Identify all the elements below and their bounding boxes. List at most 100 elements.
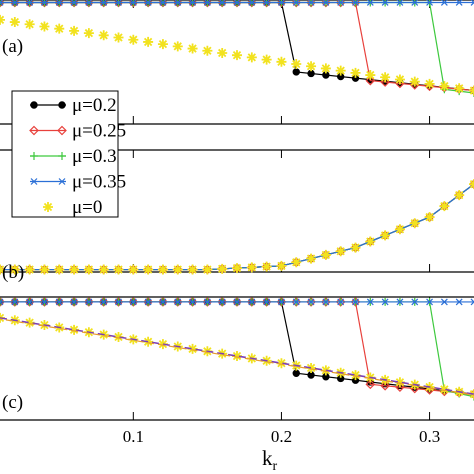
data-point: [26, 298, 34, 306]
data-point: [263, 0, 271, 6]
data-point: [350, 67, 361, 78]
data-point: [246, 262, 257, 273]
data-point: [0, 297, 5, 307]
data-point: [217, 263, 228, 274]
data-point: [24, 19, 35, 30]
data-point: [352, 0, 359, 6]
data-point: [202, 264, 213, 275]
data-point: [128, 264, 139, 275]
data-point: [30, 101, 38, 109]
data-point: [100, 298, 108, 306]
data-point: [58, 178, 66, 185]
data-point: [365, 236, 376, 247]
data-point: [320, 249, 331, 260]
data-point: [26, 0, 34, 6]
data-point: [172, 41, 183, 52]
data-point: [144, 0, 152, 6]
data-point: [83, 264, 94, 275]
data-point: [202, 45, 213, 56]
data-point: [263, 298, 271, 306]
data-point: [39, 21, 50, 32]
data-point: [54, 23, 65, 34]
data-point: [100, 0, 108, 6]
data-point: [24, 264, 35, 275]
data-point: [409, 76, 420, 87]
data-point: [57, 125, 67, 136]
data-point: [307, 0, 315, 6]
data-point: [128, 34, 139, 45]
data-point: [0, 14, 5, 25]
legend-label: μ=0.35: [72, 172, 126, 193]
data-point: [381, 298, 389, 306]
legend-item: μ=0.3: [30, 146, 117, 167]
data-point: [352, 298, 359, 306]
x-axis-title-main: k: [262, 446, 273, 470]
data-point: [380, 380, 390, 391]
panel-b: [0, 149, 474, 275]
data-point: [350, 242, 361, 253]
data-point: [85, 298, 93, 306]
data-point: [396, 0, 404, 6]
data-point: [203, 298, 211, 306]
legend-item: μ=0.2: [30, 95, 117, 116]
data-point: [143, 36, 154, 47]
data-point: [470, 298, 474, 306]
data-point: [69, 264, 80, 275]
data-point: [157, 39, 168, 50]
data-point: [41, 0, 48, 6]
panel-a: [0, 0, 474, 125]
data-point: [30, 152, 38, 160]
data-point: [217, 47, 228, 58]
data-point: [9, 264, 20, 275]
data-point: [129, 0, 137, 6]
data-point: [172, 264, 183, 275]
legend-box: [11, 90, 119, 218]
data-point: [411, 298, 419, 306]
data-point: [43, 202, 53, 212]
data-point: [381, 0, 389, 6]
data-point: [233, 298, 241, 306]
panel-label-b: (b): [2, 262, 24, 283]
data-point: [409, 218, 420, 229]
x-tick-label: 0.1: [123, 427, 144, 446]
data-point: [98, 264, 109, 275]
dashed-fit-line: [0, 317, 474, 395]
data-point: [174, 0, 182, 6]
data-point: [70, 298, 78, 306]
data-point: [24, 317, 35, 328]
data-point: [320, 63, 331, 74]
data-point: [54, 264, 65, 275]
data-point: [469, 85, 474, 96]
data-point: [411, 0, 419, 6]
data-point: [11, 0, 19, 6]
data-point: [261, 54, 272, 65]
data-point: [424, 78, 435, 89]
data-point: [292, 0, 300, 6]
data-point: [113, 331, 124, 342]
data-point: [350, 370, 361, 381]
data-point: [58, 101, 66, 109]
data-point: [143, 264, 154, 275]
panel-label-a: (a): [2, 36, 23, 57]
data-point: [469, 85, 474, 96]
data-point: [365, 70, 376, 81]
data-point: [365, 379, 376, 390]
data-point: [0, 0, 4, 6]
data-point: [335, 246, 346, 257]
data-point: [455, 298, 463, 306]
data-point: [337, 0, 345, 6]
data-point: [55, 298, 63, 306]
data-point: [380, 230, 391, 241]
data-point: [307, 298, 315, 306]
data-point: [292, 369, 300, 377]
data-point: [0, 264, 5, 275]
legend-label: μ=0.2: [72, 95, 117, 116]
data-point: [366, 298, 374, 306]
data-point: [322, 0, 330, 6]
data-point: [157, 264, 168, 275]
data-point: [439, 384, 450, 395]
data-point: [83, 28, 94, 39]
data-point: [69, 25, 80, 36]
panel-c: [0, 296, 474, 421]
